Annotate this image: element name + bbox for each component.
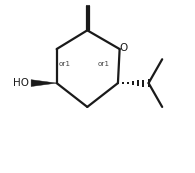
Polygon shape [31,80,57,86]
Text: or1: or1 [58,61,70,67]
Text: HO: HO [12,78,28,88]
Text: O: O [120,43,128,53]
Text: or1: or1 [98,61,109,67]
